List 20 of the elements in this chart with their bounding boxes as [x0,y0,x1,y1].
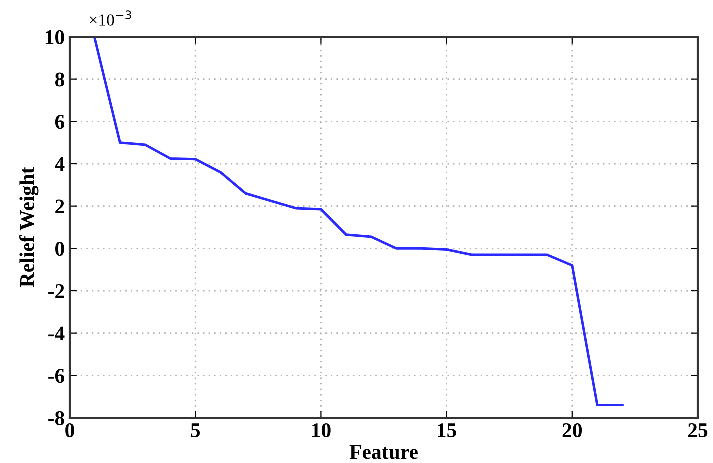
y-tick-label: 0 [56,242,64,256]
y-tick-label: 4 [55,158,65,172]
y-tick-label: -6 [48,369,65,384]
y-tick-label: 8 [55,72,64,87]
y-tick-label: 6 [55,115,65,130]
x-tick-label: 15 [438,424,456,438]
line-series [94,38,624,407]
y-tick-label: -8 [48,411,64,426]
y-tick-label: 10 [46,30,64,44]
x-tick-label: 10 [312,423,331,438]
x-axis-title: Feature [350,445,418,460]
y-tick-label: 2 [56,200,64,214]
y-axis-title: Relief Weight [19,167,39,288]
x-tick-label: 5 [191,424,200,438]
x-tick-label: 25 [688,424,708,438]
x-tick-label: 20 [562,423,582,438]
text: ×10$^{−3}$ [90,10,132,26]
y-tick-label: -4 [48,326,65,341]
y-tick-label: -2 [48,284,64,298]
x-tick-label: 0 [66,423,74,438]
